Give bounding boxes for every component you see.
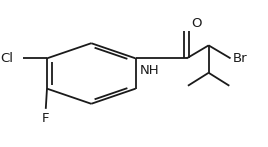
Text: NH: NH (140, 64, 159, 77)
Text: Cl: Cl (0, 52, 13, 65)
Text: F: F (42, 112, 50, 125)
Text: O: O (191, 16, 202, 30)
Text: Br: Br (233, 52, 248, 65)
